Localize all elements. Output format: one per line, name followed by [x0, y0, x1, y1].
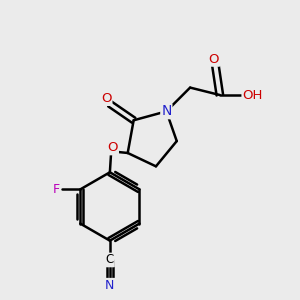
Text: O: O [209, 53, 219, 66]
Text: N: N [161, 104, 172, 118]
Text: F: F [53, 183, 60, 196]
Text: O: O [108, 141, 118, 154]
Text: O: O [101, 92, 112, 105]
Text: N: N [105, 279, 115, 292]
Text: OH: OH [242, 88, 263, 101]
Text: C: C [106, 254, 114, 266]
